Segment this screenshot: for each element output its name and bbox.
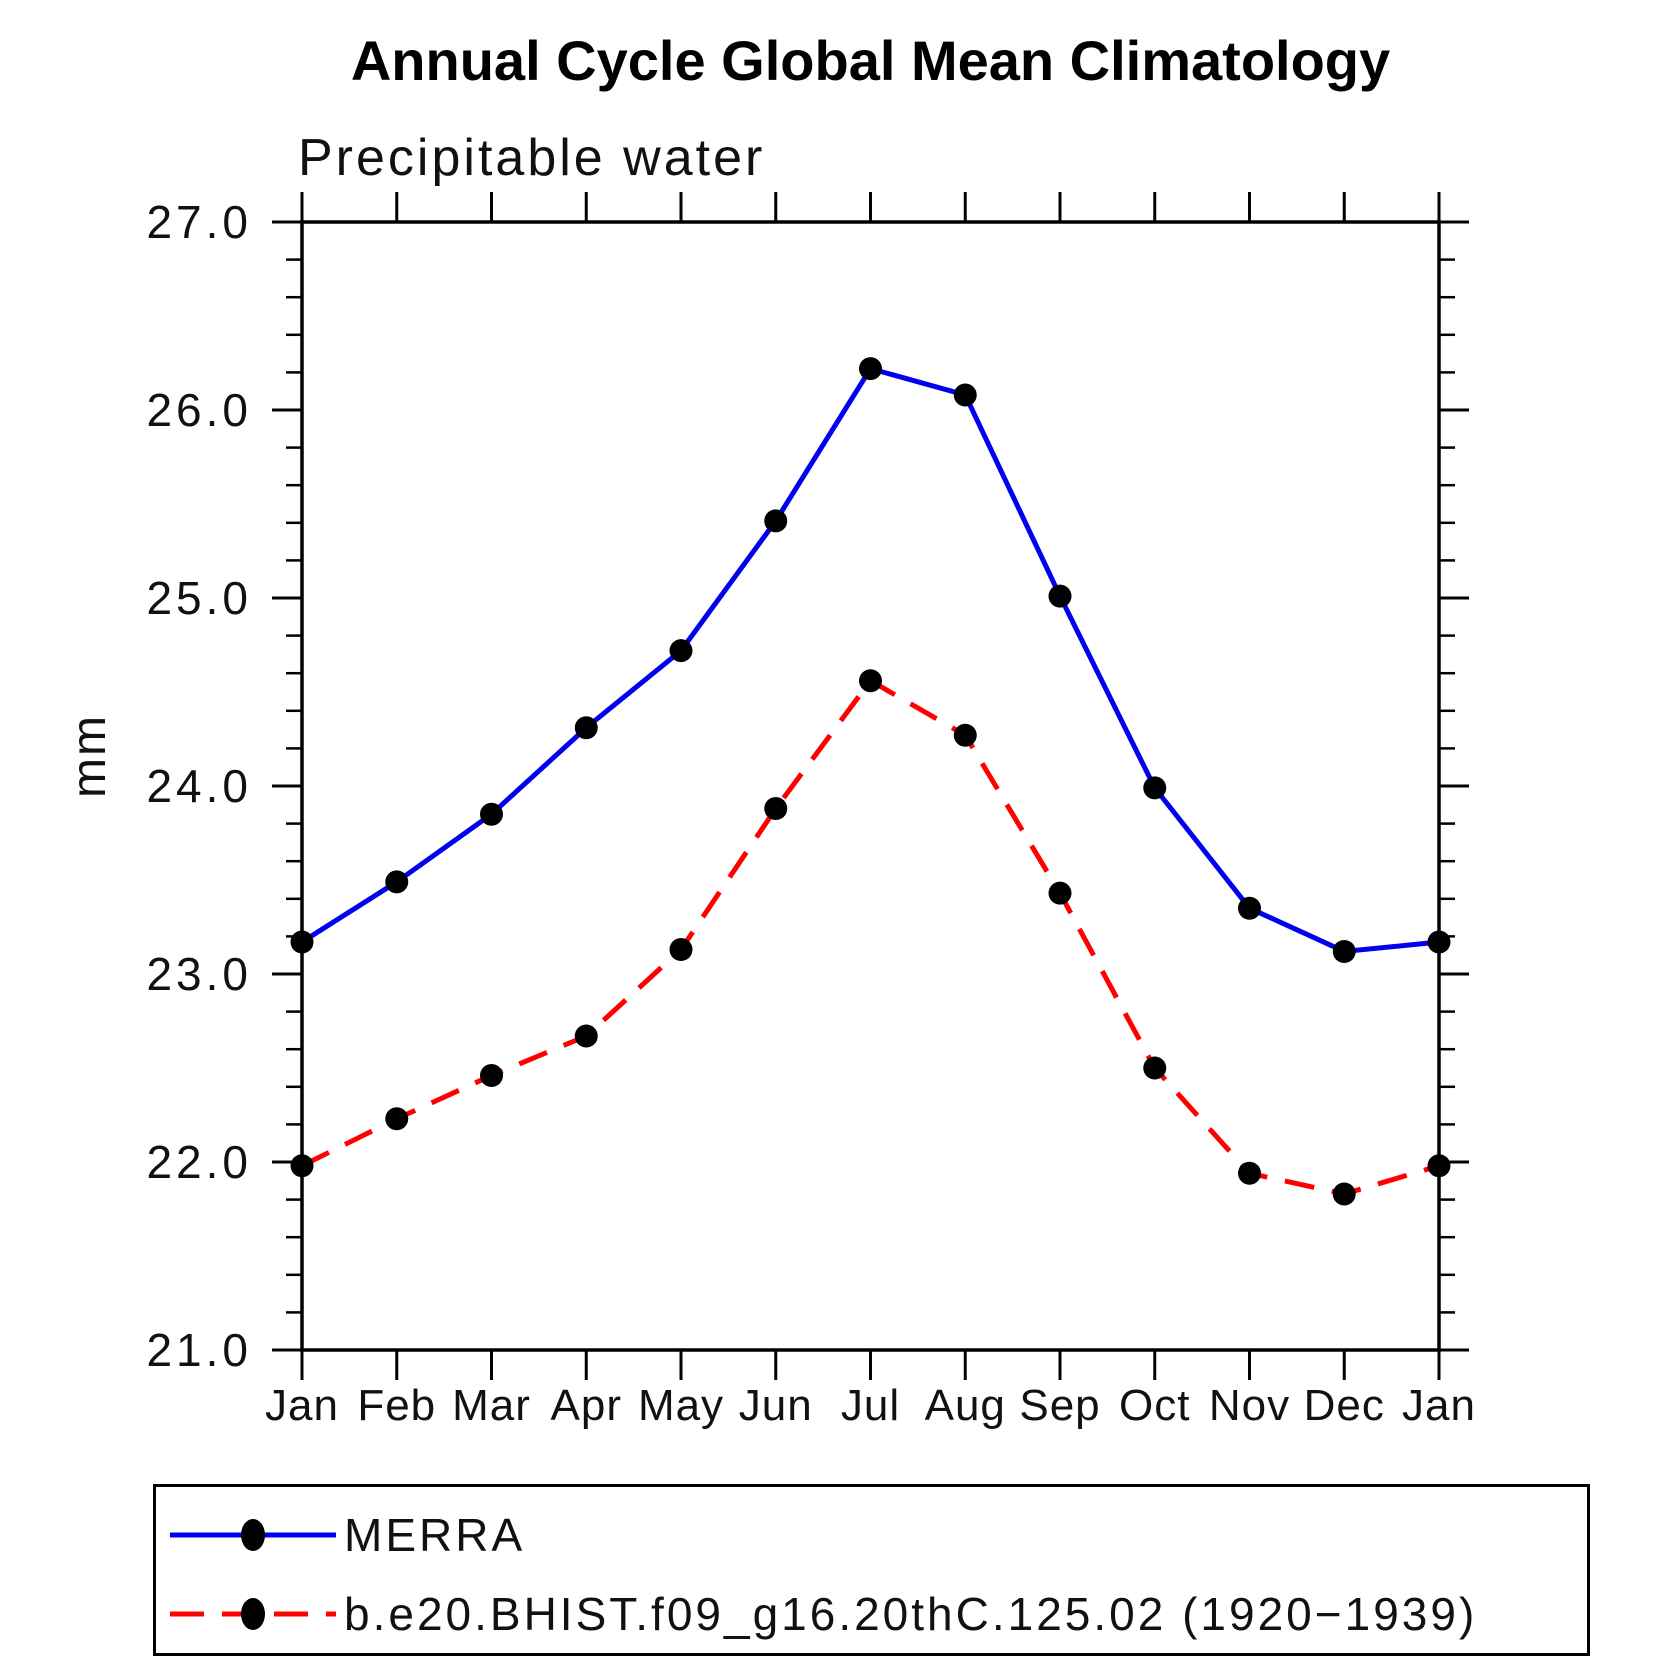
merra-legend-marker (170, 1519, 336, 1551)
model-line (300, 678, 1440, 1197)
merra-point-11-Dec (1332, 939, 1356, 963)
model-point-5-Jun (764, 797, 788, 821)
merra-point-1-Feb (385, 870, 409, 894)
x-tick-label: Mar (452, 1381, 531, 1430)
x-tick-label: Oct (1119, 1381, 1190, 1430)
merra-point-2-Mar (480, 802, 503, 826)
merra-legend-dot (241, 1519, 265, 1551)
legend-item-model: b.e20.BHIST.f09_g16.20thC.125.02 (1920−1… (164, 1585, 1477, 1643)
merra-point-8-Sep (1048, 584, 1072, 608)
y-tick-label: 23.0 (146, 948, 252, 1000)
model-point-6-Jul (859, 669, 882, 693)
y-tick-label: 24.0 (146, 760, 252, 812)
legend-label-model: b.e20.BHIST.f09_g16.20thC.125.02 (1920−1… (344, 1588, 1478, 1640)
x-tick-label: Aug (925, 1381, 1006, 1430)
x-tick-label: Feb (357, 1381, 436, 1430)
merra-point-9-Oct (1143, 776, 1167, 800)
x-tick-label: Jan (1402, 1381, 1476, 1430)
x-tick-label: Jan (265, 1381, 339, 1430)
x-tick-label: Dec (1304, 1381, 1385, 1430)
model-point-2-Mar (480, 1064, 503, 1088)
x-tick-label: Jul (841, 1381, 900, 1430)
x-tick-label: May (638, 1381, 724, 1430)
y-tick-label: 25.0 (146, 572, 252, 624)
merra-point-7-Aug (953, 383, 977, 407)
y-tick-label: 27.0 (146, 196, 252, 248)
merra-point-5-Jun (764, 509, 788, 533)
x-tick-label: Sep (1019, 1381, 1100, 1430)
model-point-10-Nov (1238, 1161, 1261, 1185)
model-point-4-May (669, 938, 693, 962)
merra-point-4-May (669, 639, 693, 663)
model-point-3-Apr (574, 1024, 598, 1048)
x-tick-label: Apr (551, 1381, 622, 1430)
merra-point-10-Nov (1238, 896, 1261, 920)
model-legend-dot (241, 1598, 265, 1630)
y-tick-label: 22.0 (146, 1136, 252, 1188)
plot-box (300, 220, 1441, 1352)
merra-point-12-Jan (1427, 930, 1451, 954)
chart-subtitle: Precipitable water (298, 129, 766, 187)
model-point-12-Jan (1427, 1154, 1451, 1178)
model-legend-marker (170, 1598, 336, 1630)
model-point-7-Aug (953, 723, 977, 747)
y-tick-label: 21.0 (146, 1324, 252, 1376)
legend-label-merra: MERRA (344, 1509, 526, 1561)
merra-point-3-Apr (574, 716, 598, 740)
model-point-0-Jan (290, 1154, 314, 1178)
model-point-11-Dec (1332, 1182, 1356, 1206)
merra-point-0-Jan (290, 930, 314, 954)
model-point-9-Oct (1143, 1056, 1167, 1080)
model-point-8-Sep (1048, 881, 1072, 905)
model-point-1-Feb (385, 1107, 409, 1131)
legend-item-merra: MERRA (164, 1506, 525, 1564)
legend: MERRA b.e20.BHIST.f09_g16.20thC.125.02 (… (153, 1484, 1590, 1656)
merra-point-6-Jul (859, 357, 882, 381)
chart-title: Annual Cycle Global Mean Climatology (350, 29, 1391, 92)
y-tick-label: 26.0 (146, 384, 252, 436)
x-tick-label: Nov (1209, 1381, 1290, 1430)
x-tick-label: Jun (739, 1381, 813, 1430)
merra-line (300, 366, 1440, 954)
